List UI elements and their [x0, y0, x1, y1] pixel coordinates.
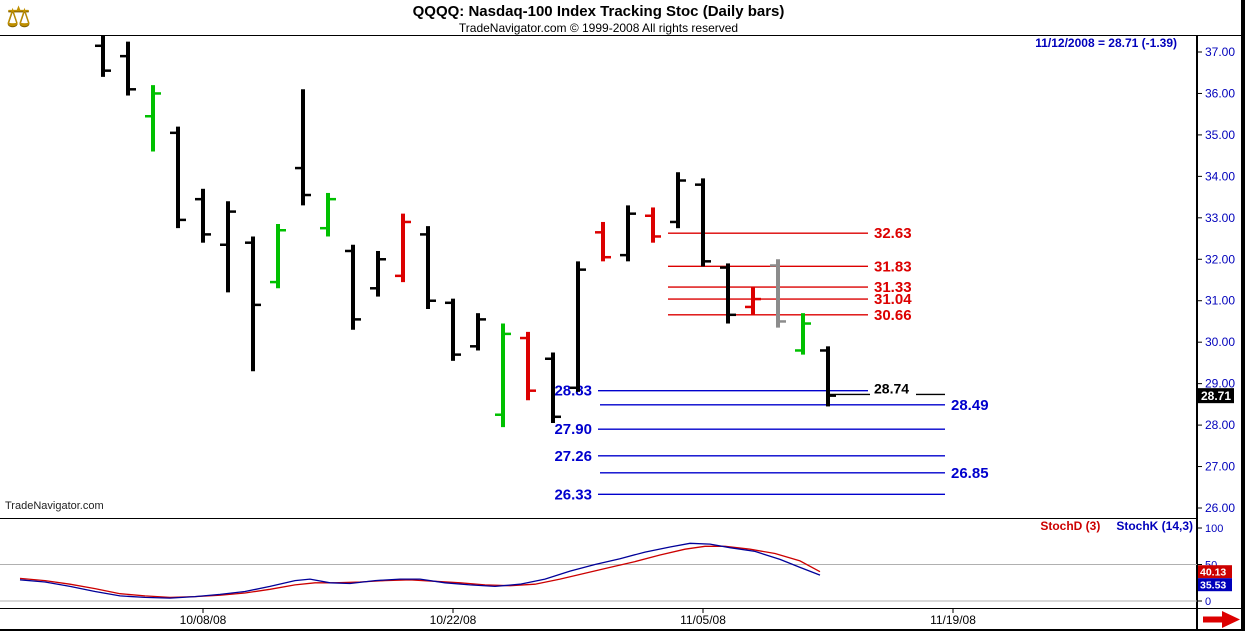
- last-price-badge: [1198, 388, 1234, 404]
- price-marker-label-bg: [870, 381, 916, 397]
- stoch-d-line: [19, 545, 821, 599]
- date-label: 10/22/08: [430, 613, 477, 627]
- price-tick-label: 33.00: [1205, 211, 1235, 225]
- date-label: 10/08/08: [180, 613, 227, 627]
- support-level-label: 28.83: [554, 383, 592, 400]
- price-tick-label: 26.00: [1205, 501, 1235, 515]
- support-level-label: 26.33: [554, 486, 592, 503]
- tradenavigator-logo-icon[interactable]: ⚖: [6, 1, 32, 32]
- indicator-legend: StochD (3) StochK (14,3): [1040, 519, 1193, 533]
- price-tick-label: 36.00: [1205, 86, 1235, 100]
- stoch-k-line: [19, 542, 821, 599]
- price-tick-label: 34.00: [1205, 169, 1235, 183]
- last-quote-readout: 11/12/2008 = 28.71 (-1.39): [1035, 36, 1177, 50]
- support-level-label: 27.26: [554, 448, 592, 465]
- price-tick-label: 32.00: [1205, 252, 1235, 266]
- stoch-d-label: StochD (3): [1040, 519, 1101, 533]
- last-price-badge-label: 28.71: [1201, 389, 1231, 403]
- stoch-k-label: StochK (14,3): [1116, 519, 1193, 533]
- watermark-text: TradeNavigator.com: [5, 500, 104, 512]
- window-right-border: [1241, 0, 1245, 631]
- support-level-label: 27.90: [554, 421, 592, 438]
- stoch-k-badge: [1198, 578, 1232, 592]
- scroll-right-arrow-icon[interactable]: [1203, 611, 1240, 628]
- stoch-d-badge-label: 40.13: [1200, 567, 1226, 579]
- resistance-level-label: 30.66: [874, 307, 912, 324]
- resistance-level-label: 32.63: [874, 225, 912, 242]
- price-tick-label: 29.00: [1205, 377, 1235, 391]
- indicator-tick-label: 100: [1205, 523, 1223, 535]
- stoch-k-badge-label: 35.53: [1200, 580, 1226, 592]
- price-tick-label: 31.00: [1205, 294, 1235, 308]
- resistance-level-label: 31.33: [874, 279, 912, 296]
- resistance-level-label: 31.83: [874, 258, 912, 275]
- price-tick-label: 35.00: [1205, 128, 1235, 142]
- indicator-tick-label: 0: [1205, 596, 1211, 608]
- copyright-line: TradeNavigator.com © 1999-2008 All right…: [458, 21, 739, 35]
- date-label: 11/19/08: [930, 613, 976, 627]
- support-level-label: 26.85: [951, 465, 989, 482]
- price-tick-label: 37.00: [1205, 45, 1235, 59]
- price-tick-label: 30.00: [1205, 335, 1235, 349]
- price-tick-label: 28.00: [1205, 418, 1235, 432]
- stoch-d-badge: [1198, 565, 1232, 579]
- support-level-label: 28.49: [951, 397, 989, 414]
- resistance-level-label: 31.04: [874, 291, 912, 308]
- date-label: 11/05/08: [680, 613, 726, 627]
- chart-title: QQQQ: Nasdaq-100 Index Tracking Stoc (Da…: [412, 3, 785, 20]
- price-tick-label: 27.00: [1205, 460, 1235, 474]
- price-marker-label: 28.74: [874, 380, 909, 396]
